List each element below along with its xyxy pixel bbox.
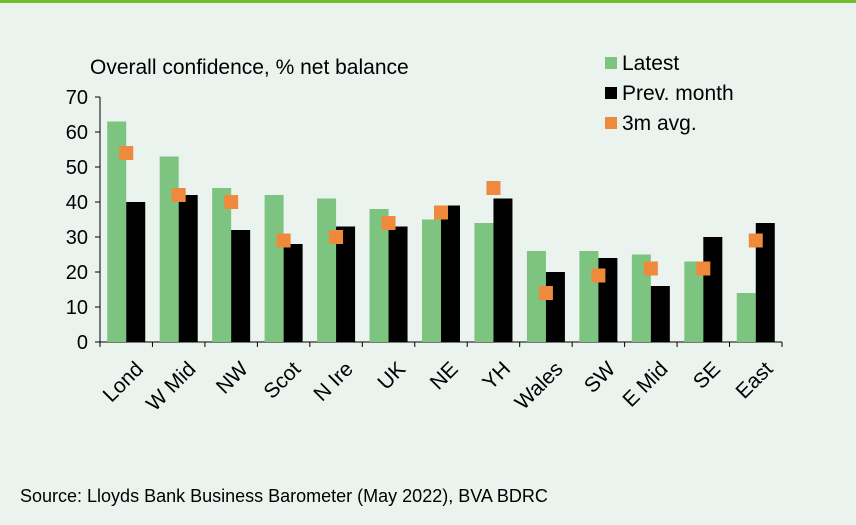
bar-prev-month	[755, 223, 775, 342]
bar-latest	[684, 261, 704, 342]
marker-3m-avg	[486, 181, 501, 195]
x-tick-label: NE	[426, 357, 463, 394]
legend: Latest Prev. month 3m avg.	[605, 52, 734, 135]
bar-latest	[422, 219, 441, 342]
bar-prev-month	[493, 198, 513, 342]
bar-prev-month	[336, 226, 356, 342]
bar-prev-month	[650, 286, 670, 342]
bar-prev-month	[283, 244, 303, 342]
marker-3m-avg	[748, 233, 763, 248]
bar-prev-month	[545, 272, 565, 342]
marker-3m-avg	[591, 268, 606, 283]
x-tick-label: East	[732, 357, 778, 403]
y-tick-label: 0	[77, 332, 88, 354]
y-tick-label: 10	[66, 297, 88, 319]
bar-latest	[736, 293, 756, 342]
x-tick-label: Wales	[511, 357, 568, 414]
marker-3m-avg	[276, 233, 291, 248]
y-tick-label: 70	[66, 87, 88, 109]
legend-label: 3m avg.	[622, 112, 697, 135]
bar-latest	[212, 188, 232, 342]
x-tick-label: N Ire	[309, 357, 357, 405]
bar-prev-month	[703, 237, 723, 342]
bar-latest	[474, 223, 494, 342]
bars	[107, 121, 775, 342]
x-tick-label: E Mid	[618, 357, 672, 411]
top-accent-bar	[0, 0, 856, 3]
x-tick-label: SW	[580, 357, 620, 397]
marker-3m-avg	[224, 195, 239, 209]
marker-3m-avg	[381, 216, 396, 230]
bar-prev-month	[126, 202, 146, 342]
bar-latest	[107, 121, 127, 342]
bar-prev-month	[231, 230, 251, 342]
bar-latest	[369, 209, 389, 342]
bar-prev-month	[178, 195, 198, 342]
regional-confidence-chart: Overall confidence, % net balance 0 10 20 3…	[66, 52, 783, 416]
bar-latest	[579, 251, 599, 342]
x-tick-label: NW	[212, 357, 253, 398]
marker-3m-avg	[329, 230, 344, 244]
bar-prev-month	[441, 205, 460, 342]
x-tick-label: YH	[478, 357, 515, 394]
legend-swatch	[605, 57, 617, 69]
bar-latest	[264, 195, 284, 342]
markers	[119, 146, 763, 300]
source-note: Source: Lloyds Bank Business Barometer (…	[20, 486, 548, 506]
x-tick-label: SE	[689, 357, 725, 393]
marker-3m-avg	[171, 188, 186, 202]
x-tick-label: Lond	[99, 357, 148, 406]
y-tick-label: 30	[66, 227, 88, 249]
legend-label: Prev. month	[622, 82, 734, 105]
x-tick-label: Scot	[259, 357, 305, 403]
y-tick-label: 50	[66, 157, 88, 179]
marker-3m-avg	[696, 261, 711, 276]
legend-swatch	[605, 87, 617, 99]
marker-3m-avg	[538, 286, 553, 300]
x-tick-label: UK	[373, 357, 410, 394]
bar-prev-month	[388, 226, 408, 342]
bar-latest	[159, 156, 179, 342]
y-tick-label: 20	[66, 262, 88, 284]
chart-title: Overall confidence, % net balance	[90, 56, 409, 79]
legend-label: Latest	[622, 52, 679, 75]
y-tick-label: 60	[66, 122, 88, 144]
marker-3m-avg	[434, 205, 448, 220]
y-tick-label: 40	[66, 192, 88, 214]
marker-3m-avg	[119, 146, 134, 160]
legend-swatch	[605, 117, 617, 129]
bar-latest	[631, 254, 651, 342]
bar-latest	[526, 251, 546, 342]
x-tick-label: W Mid	[142, 357, 200, 415]
bar-latest	[317, 198, 337, 342]
marker-3m-avg	[643, 261, 658, 276]
